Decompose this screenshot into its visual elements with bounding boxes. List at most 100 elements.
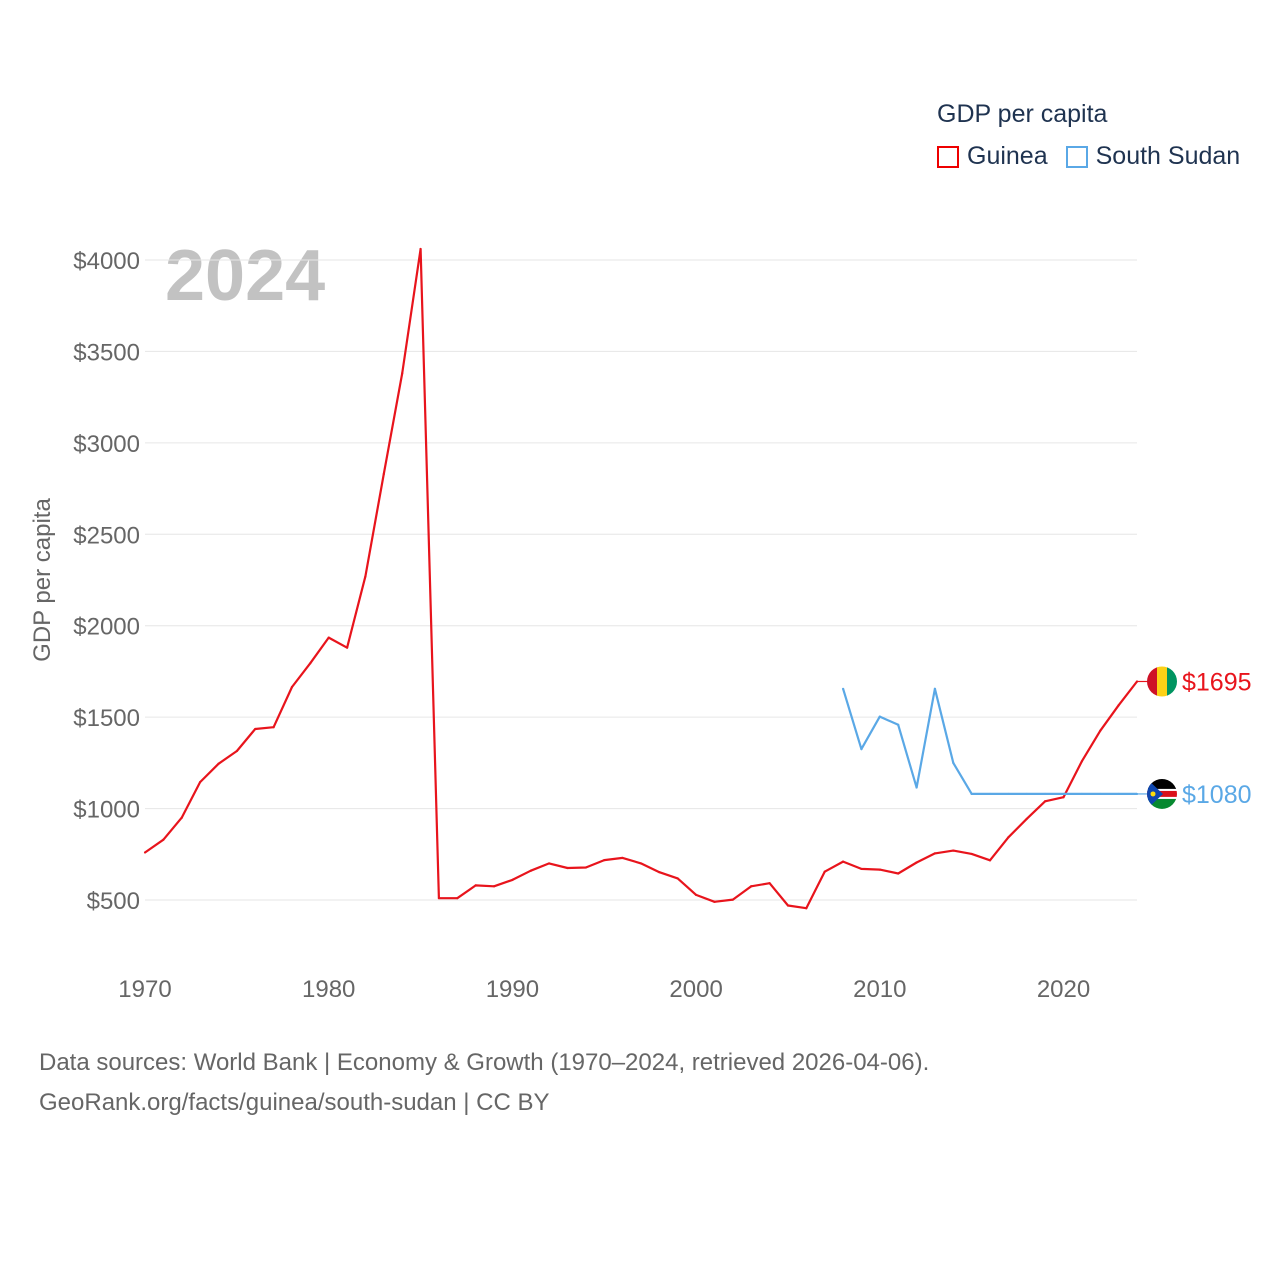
- data-point: [1117, 792, 1120, 796]
- data-point: [731, 898, 734, 901]
- data-point: [988, 859, 992, 862]
- y-tick-label: $1000: [73, 797, 140, 824]
- data-point: [695, 893, 698, 896]
- data-point: [401, 372, 404, 375]
- data-point: [548, 862, 551, 865]
- data-point: [474, 884, 477, 887]
- y-tick-label: $1500: [73, 705, 140, 732]
- data-point: [676, 877, 679, 880]
- legend-swatch-guinea: [937, 145, 959, 168]
- data-point: [621, 856, 624, 860]
- data-point: [970, 792, 973, 796]
- data-point: [970, 852, 973, 856]
- data-point: [235, 749, 238, 753]
- legend-label-guinea: Guinea: [967, 142, 1048, 170]
- data-point: [217, 762, 220, 765]
- data-point: [915, 786, 918, 789]
- legend-title: GDP per capita: [937, 100, 1108, 128]
- data-point: [658, 871, 661, 874]
- x-tick-label: 1980: [302, 976, 355, 1003]
- data-point: [364, 575, 367, 578]
- legend-item-south-sudan[interactable]: South Sudan: [1065, 142, 1241, 171]
- data-point: [437, 897, 441, 900]
- y-tick-label: $3500: [73, 339, 140, 366]
- data-point: [860, 867, 863, 871]
- data-point: [199, 780, 202, 784]
- end-label-guinea: $1695: [1182, 668, 1252, 696]
- data-point: [952, 761, 955, 764]
- data-point: [897, 723, 900, 726]
- data-point: [529, 869, 532, 872]
- legend-item-guinea[interactable]: Guinea: [937, 142, 1048, 171]
- legend-swatch-south-sudan: [1065, 145, 1088, 168]
- data-point: [1044, 800, 1047, 803]
- y-tick-label: $500: [87, 888, 140, 915]
- data-point: [841, 687, 845, 690]
- data-point: [952, 849, 955, 852]
- data-point: [1099, 792, 1102, 796]
- year-watermark: 2024: [165, 236, 325, 316]
- data-point: [933, 687, 937, 690]
- y-tick-label: $4000: [73, 248, 140, 275]
- data-point: [327, 636, 330, 639]
- data-point: [878, 715, 881, 718]
- series-line-guinea: [144, 247, 1138, 910]
- data-point: [419, 247, 422, 251]
- data-point: [1080, 792, 1083, 796]
- data-point: [988, 792, 992, 796]
- data-point: [1062, 792, 1065, 796]
- data-point: [1080, 760, 1083, 763]
- data-point: [1025, 817, 1028, 820]
- south-sudan-flag: [1147, 778, 1177, 809]
- data-point: [639, 862, 643, 865]
- guinea-flag: [1147, 666, 1177, 697]
- data-point: [1117, 704, 1120, 707]
- data-point: [162, 838, 165, 841]
- data-point: [915, 861, 918, 864]
- data-point: [1025, 792, 1028, 796]
- legend-label-south-sudan: South Sudan: [1095, 142, 1241, 170]
- data-point: [272, 726, 275, 729]
- data-point: [603, 859, 606, 862]
- data-point: [584, 866, 587, 869]
- data-point: [1007, 792, 1010, 796]
- data-point: [492, 885, 496, 888]
- data-point: [254, 727, 257, 731]
- data-point: [180, 816, 183, 819]
- data-point: [805, 907, 808, 910]
- y-axis-label: GDP per capita: [29, 498, 56, 662]
- data-point: [345, 646, 349, 649]
- x-tick-label: 2000: [669, 976, 722, 1003]
- x-tick-label: 2020: [1037, 976, 1090, 1003]
- data-point: [382, 472, 385, 476]
- end-label-south-sudan: $1080: [1182, 781, 1252, 809]
- data-point: [511, 878, 514, 881]
- data-point: [1044, 792, 1047, 796]
- footer: Data sources: World Bank | Economy & Gro…: [39, 1043, 929, 1123]
- y-tick-label: $3000: [73, 431, 140, 458]
- data-point: [860, 748, 863, 751]
- legend: Guinea South Sudan: [937, 142, 1258, 171]
- footer-sources: Data sources: World Bank | Economy & Gro…: [39, 1049, 930, 1076]
- x-tick-label: 1990: [486, 976, 539, 1003]
- x-tick-label: 2010: [853, 976, 906, 1003]
- data-point: [841, 860, 845, 863]
- data-point: [456, 897, 459, 900]
- data-point: [823, 870, 826, 873]
- y-tick-label: $2000: [73, 614, 140, 641]
- data-point: [768, 882, 771, 885]
- data-point: [290, 685, 294, 689]
- data-point: [786, 904, 790, 907]
- data-point: [1062, 796, 1065, 799]
- footer-link[interactable]: GeoRank.org/facts/guinea/south-sudan | C…: [39, 1089, 550, 1116]
- data-point: [1007, 836, 1010, 839]
- data-point: [933, 852, 937, 855]
- x-tick-label: 1970: [118, 976, 171, 1003]
- data-point: [309, 662, 312, 665]
- y-tick-label: $2500: [73, 522, 140, 549]
- data-point: [750, 885, 753, 888]
- data-point: [713, 900, 716, 903]
- data-point: [878, 868, 881, 871]
- data-point: [566, 866, 569, 870]
